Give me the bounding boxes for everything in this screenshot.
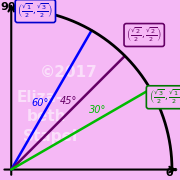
Text: 60°: 60° xyxy=(32,98,49,108)
Text: Eliza-: Eliza- xyxy=(17,90,63,105)
Text: $\left(\frac{\sqrt{3}}{2},\frac{\sqrt{1}}{2}\right)$: $\left(\frac{\sqrt{3}}{2},\frac{\sqrt{1}… xyxy=(149,88,180,106)
Text: $\left(\frac{\sqrt{1}}{2},\frac{\sqrt{3}}{2}\right)$: $\left(\frac{\sqrt{1}}{2},\frac{\sqrt{3}… xyxy=(17,2,53,20)
Text: $\left(\frac{\sqrt{2}}{2},\frac{\sqrt{2}}{2}\right)$: $\left(\frac{\sqrt{2}}{2},\frac{\sqrt{2}… xyxy=(126,26,162,44)
Text: 45°: 45° xyxy=(59,96,77,106)
Text: 0°: 0° xyxy=(166,168,179,178)
Text: 90°: 90° xyxy=(1,2,22,12)
Text: Stapel: Stapel xyxy=(23,129,78,144)
Text: ©2017: ©2017 xyxy=(40,65,97,80)
Text: beth: beth xyxy=(27,109,67,124)
Text: 30°: 30° xyxy=(89,105,106,115)
